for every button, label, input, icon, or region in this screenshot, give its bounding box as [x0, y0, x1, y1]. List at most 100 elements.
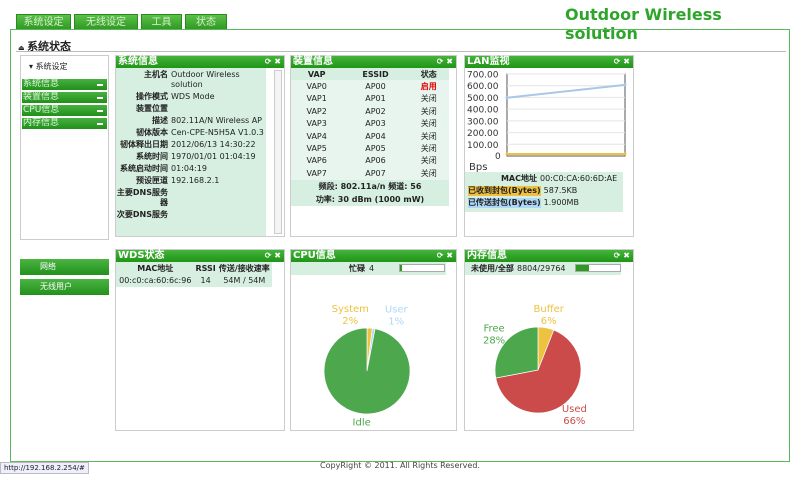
- table-row: VAP7 AP07 关闭: [291, 167, 449, 179]
- pie-label: System: [332, 304, 369, 315]
- tab-status[interactable]: 状态: [185, 14, 227, 30]
- panel-header: WDS状态 ⟳ ✖: [116, 250, 284, 262]
- info-row: 韧体释出日期 2012/06/13 14:30:22: [116, 140, 266, 150]
- cell: VAP3: [306, 119, 327, 129]
- mac-value: 00:C0:CA:60:6D:AE: [540, 174, 618, 183]
- cell: AP04: [365, 131, 386, 141]
- cell: 关闭: [420, 144, 437, 154]
- vap-table: VAP ESSID 状态 VAP0 AP00 启用 VAP1 AP01 关闭 VAP2 AP02 关…: [291, 68, 449, 180]
- sidebar-group-label: 系统设定: [35, 62, 68, 71]
- info-value: 01:04:19: [171, 164, 207, 173]
- sidebar-item-cpu-info[interactable]: CPU信息: [22, 105, 107, 116]
- refresh-close-icons[interactable]: ⟳ ✖: [613, 251, 630, 260]
- sidebar-group[interactable]: ▾ 系统设定: [29, 61, 68, 72]
- status-url: http://192.168.2.254/#: [0, 462, 89, 474]
- tx-value: 1.900MB: [543, 198, 579, 207]
- panel-title: WDS状态: [118, 250, 165, 261]
- y-tick-label: 500.00: [467, 94, 499, 104]
- info-key: 次要DNS服务: [116, 210, 168, 219]
- system-info-list: 主机名 Outdoor Wireless solution 操作模式 WDS Mode…: [116, 68, 266, 236]
- refresh-close-icons[interactable]: ⟳ ✖: [436, 251, 453, 260]
- info-key: 操作模式: [136, 92, 168, 101]
- label: 内存信息: [23, 118, 60, 128]
- cell: AP05: [365, 144, 386, 154]
- panel-title: 系统信息: [118, 56, 158, 67]
- nav-wireless-users[interactable]: 无线用户: [20, 279, 109, 295]
- sidebar-item-device-info[interactable]: 装置信息: [22, 92, 107, 103]
- cell: AP03: [365, 119, 386, 129]
- sidebar: ▾ 系统设定 系统信息 装置信息 CPU信息 内存信息: [20, 55, 109, 240]
- table-row: VAP5 AP05 关闭: [291, 142, 449, 154]
- label: 装置信息: [23, 92, 60, 102]
- main-frame: [10, 29, 790, 462]
- pie-slice-used: [495, 329, 582, 414]
- busy-label: 忙碌: [349, 264, 365, 273]
- info-value: Cen-CPE-N5H5A V1.0.3: [171, 128, 264, 137]
- col-header: VAP: [307, 69, 326, 79]
- y-tick-label: 400.00: [467, 106, 499, 116]
- cell: AP02: [365, 106, 386, 116]
- refresh-close-icons[interactable]: ⟳ ✖: [264, 251, 281, 260]
- pie-percent: 28%: [483, 336, 505, 347]
- data-point: [505, 96, 509, 100]
- tab-tools[interactable]: 工具: [141, 14, 182, 30]
- series-line: [506, 83, 626, 99]
- info-row: 预设匣道 192.168.2.1: [116, 176, 266, 186]
- home-icon: ⏏: [18, 44, 28, 52]
- y-tick-label: 200.00: [467, 129, 499, 139]
- panel-header: 系统信息 ⟳ ✖: [116, 56, 284, 68]
- panel-title: 内存信息: [467, 250, 507, 261]
- cell: VAP5: [306, 144, 327, 154]
- info-key: 描述: [152, 116, 168, 125]
- band-channel: 频段: 802.11a/n 频道: 56: [318, 181, 422, 191]
- caret-down-icon: ▾: [29, 62, 36, 71]
- info-value: Outdoor Wireless solution: [171, 70, 240, 89]
- panel-lan-monitor: LAN监视 ⟳ ✖ 700.00 600.00 500.00 400.00 300.00 2…: [464, 55, 634, 237]
- cell: AP00: [365, 82, 386, 92]
- minus-icon: [97, 97, 103, 99]
- info-row: 系统时间 1970/01/01 01:04:19: [116, 152, 266, 162]
- cell: 关闭: [420, 94, 437, 104]
- info-key: 主机名: [144, 70, 168, 79]
- info-value: WDS Mode: [171, 92, 215, 101]
- tab-wireless-settings[interactable]: 无线设定: [74, 14, 138, 30]
- page-title-text: 系统状态: [27, 40, 72, 53]
- mem-label: 未使用/全部: [471, 264, 514, 273]
- cell: 关闭: [420, 119, 437, 129]
- sidebar-item-memory-info[interactable]: 内存信息: [22, 118, 107, 129]
- cell: VAP0: [306, 82, 327, 92]
- tab-system-settings[interactable]: 系统设定: [16, 14, 71, 30]
- nav-network[interactable]: 网络: [20, 259, 109, 275]
- pie-percent: 2%: [342, 316, 358, 327]
- mem-value: 8804/29764: [517, 264, 566, 273]
- y-zero-label: 0: [495, 152, 501, 162]
- cell: VAP2: [306, 106, 327, 116]
- col-header: ESSID: [362, 69, 389, 79]
- info-key: 主要DNS服务器: [116, 188, 168, 207]
- copyright: CopyRight © 2011. All Rights Reserved.: [320, 461, 480, 470]
- table-row: VAP2 AP02 关闭: [291, 105, 449, 117]
- refresh-close-icons[interactable]: ⟳ ✖: [436, 57, 453, 66]
- table-row: VAP6 AP06 关闭: [291, 155, 449, 167]
- tx-label: 已传送封包(Bytes): [468, 198, 541, 208]
- refresh-close-icons[interactable]: ⟳ ✖: [613, 57, 630, 66]
- info-key: 韧体版本: [136, 128, 168, 137]
- refresh-close-icons[interactable]: ⟳ ✖: [264, 57, 281, 66]
- panel-header: 内存信息 ⟳ ✖: [465, 250, 633, 262]
- scrollbar[interactable]: [274, 70, 282, 234]
- pie-label: Used: [562, 404, 587, 415]
- info-row: 描述 802.11A/N Wireless AP: [116, 116, 266, 126]
- info-row: 装置位置: [116, 104, 266, 114]
- panel-title: 装置信息: [293, 56, 333, 67]
- sidebar-item-system-info[interactable]: 系统信息: [22, 79, 107, 90]
- rx-label: 已收到封包(Bytes): [468, 186, 541, 196]
- info-row: 主机名 Outdoor Wireless solution: [116, 70, 266, 90]
- col-header: MAC地址: [137, 263, 174, 273]
- info-key: 系统启动时间: [120, 164, 168, 173]
- col-header: RSSI: [195, 263, 216, 273]
- panel-system-info: 系统信息 ⟳ ✖ 主机名 Outdoor Wireless solution 操作模式…: [115, 55, 285, 237]
- mem-bar: [575, 264, 621, 272]
- pie-percent: 66%: [563, 416, 585, 427]
